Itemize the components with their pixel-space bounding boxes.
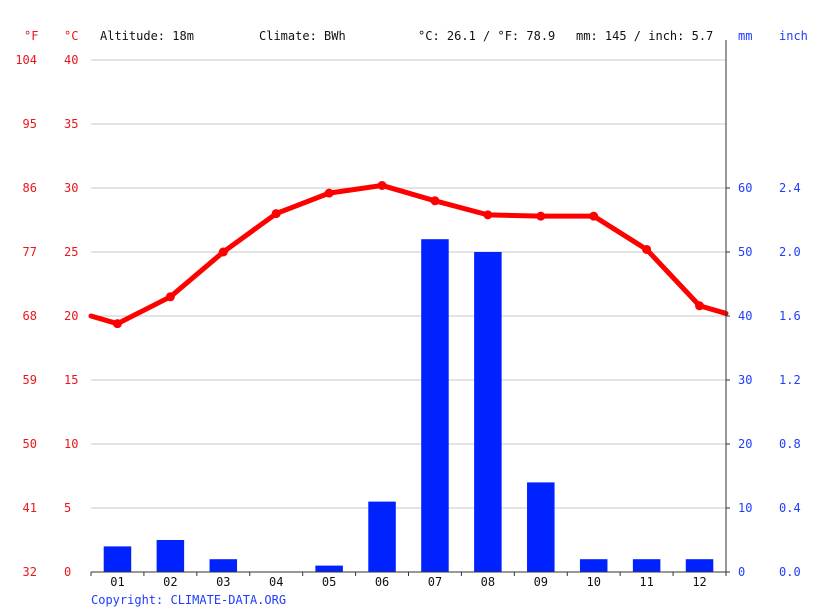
inch-tick-label: 0.8 bbox=[779, 437, 801, 451]
mm-unit-label: mm bbox=[738, 29, 752, 43]
precipitation-bar-07 bbox=[421, 239, 449, 572]
fahrenheit-tick-label: 41 bbox=[23, 501, 37, 515]
fahrenheit-tick-label: 59 bbox=[23, 373, 37, 387]
mm-tick-label: 10 bbox=[738, 501, 752, 515]
mm-tick-label: 30 bbox=[738, 373, 752, 387]
inch-tick-label: 0.0 bbox=[779, 565, 801, 579]
month-label-07: 07 bbox=[428, 575, 442, 589]
month-label-04: 04 bbox=[269, 575, 283, 589]
mm-tick-label: 20 bbox=[738, 437, 752, 451]
temperature-point-09 bbox=[536, 211, 546, 221]
celsius-tick-label: 20 bbox=[64, 309, 78, 323]
month-label-09: 09 bbox=[534, 575, 548, 589]
mm-tick-label: 40 bbox=[738, 309, 752, 323]
inch-tick-label: 2.4 bbox=[779, 181, 801, 195]
month-label-10: 10 bbox=[586, 575, 600, 589]
precipitation-bar-12 bbox=[685, 559, 714, 572]
precipitation-bar-03 bbox=[209, 559, 238, 572]
temperature-point-05 bbox=[324, 188, 334, 198]
tick-labels: 01 02 03 04 05 06 07 08 09 10 11 12 32 0 41 5 50 10 59 15 68… bbox=[15, 53, 800, 589]
precipitation-bar-08 bbox=[474, 252, 502, 572]
celsius-tick-label: 15 bbox=[64, 373, 78, 387]
climate-label: Climate: BWh bbox=[259, 29, 346, 43]
temperature-point-07 bbox=[430, 196, 440, 206]
temperature-point-08 bbox=[483, 210, 493, 220]
precipitation-total-label: mm: 145 / inch: 5.7 bbox=[576, 29, 713, 43]
precipitation-bars bbox=[103, 239, 714, 572]
temperature-line-group bbox=[88, 180, 729, 329]
mm-tick-label: 50 bbox=[738, 245, 752, 259]
celsius-tick-label: 25 bbox=[64, 245, 78, 259]
fahrenheit-tick-label: 50 bbox=[23, 437, 37, 451]
celsius-tick-label: 30 bbox=[64, 181, 78, 195]
celsius-tick-label: 35 bbox=[64, 117, 78, 131]
precipitation-bar-09 bbox=[527, 482, 555, 572]
mm-tick-label: 0 bbox=[738, 565, 745, 579]
fahrenheit-tick-label: 32 bbox=[23, 565, 37, 579]
month-label-05: 05 bbox=[322, 575, 336, 589]
temperature-point-10 bbox=[589, 211, 599, 221]
inch-tick-label: 1.6 bbox=[779, 309, 801, 323]
celsius-tick-label: 10 bbox=[64, 437, 78, 451]
temperature-point-01 bbox=[112, 319, 122, 329]
axes bbox=[90, 40, 730, 576]
fahrenheit-tick-label: 77 bbox=[23, 245, 37, 259]
fahrenheit-tick-label: 104 bbox=[15, 53, 37, 67]
month-label-08: 08 bbox=[481, 575, 495, 589]
inch-tick-label: 0.4 bbox=[779, 501, 801, 515]
inch-tick-label: 1.2 bbox=[779, 373, 801, 387]
month-label-02: 02 bbox=[163, 575, 177, 589]
precipitation-bar-01 bbox=[103, 546, 132, 572]
average-temperature-label: °C: 26.1 / °F: 78.9 bbox=[418, 29, 555, 43]
precipitation-bar-11 bbox=[632, 559, 661, 572]
fahrenheit-tick-label: 86 bbox=[23, 181, 37, 195]
temperature-point-06 bbox=[377, 180, 387, 190]
inch-tick-label: 2.0 bbox=[779, 245, 801, 259]
temperature-point-12 bbox=[695, 301, 705, 311]
temperature-point-03 bbox=[218, 247, 228, 257]
copyright-label: Copyright: CLIMATE-DATA.ORG bbox=[91, 593, 286, 607]
month-label-11: 11 bbox=[639, 575, 653, 589]
fahrenheit-tick-label: 68 bbox=[23, 309, 37, 323]
temperature-point-04 bbox=[271, 209, 281, 219]
celsius-tick-label: 40 bbox=[64, 53, 78, 67]
altitude-label: Altitude: 18m bbox=[100, 29, 194, 43]
temperature-point-02 bbox=[165, 292, 175, 302]
celsius-tick-label: 5 bbox=[64, 501, 71, 515]
month-label-06: 06 bbox=[375, 575, 389, 589]
celsius-unit-label: °C bbox=[64, 29, 78, 43]
mm-tick-label: 60 bbox=[738, 181, 752, 195]
month-label-12: 12 bbox=[692, 575, 706, 589]
temperature-line bbox=[88, 182, 729, 327]
precipitation-bar-06 bbox=[368, 501, 396, 572]
precipitation-bar-05 bbox=[315, 565, 343, 572]
grid-lines bbox=[91, 59, 726, 509]
month-label-01: 01 bbox=[110, 575, 124, 589]
fahrenheit-tick-label: 95 bbox=[23, 117, 37, 131]
header: °F °C Altitude: 18m Climate: BWh °C: 26.… bbox=[24, 29, 808, 43]
celsius-tick-label: 0 bbox=[64, 565, 71, 579]
inch-unit-label: inch bbox=[779, 29, 808, 43]
precipitation-bar-10 bbox=[579, 559, 608, 572]
month-label-03: 03 bbox=[216, 575, 230, 589]
precipitation-bar-02 bbox=[156, 540, 185, 572]
fahrenheit-unit-label: °F bbox=[24, 29, 38, 43]
temperature-point-11 bbox=[642, 244, 652, 254]
